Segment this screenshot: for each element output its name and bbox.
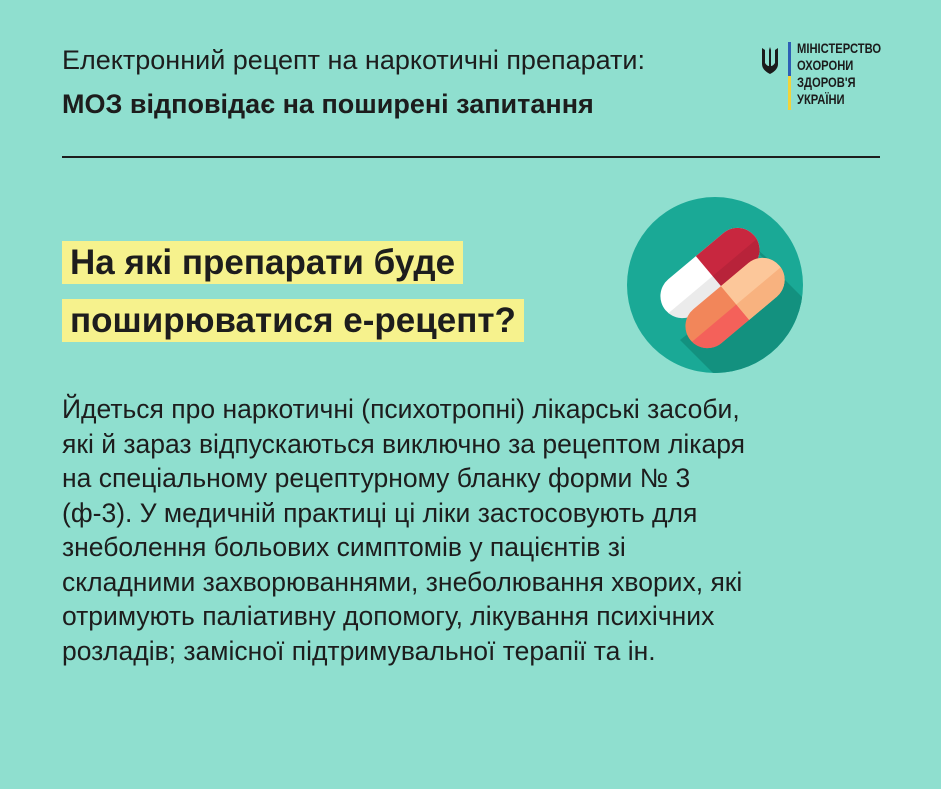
logo-text: МІНІСТЕРСТВО <box>797 40 882 56</box>
question-heading: На які препарати буде поширюватися е-рец… <box>62 234 524 350</box>
question-line: поширюватися е-рецепт? <box>62 299 524 342</box>
body-line: на спеціальному рецептурному бланку форм… <box>62 463 691 493</box>
divider <box>62 156 880 158</box>
logo-text: ОХОРОНИ <box>797 57 854 73</box>
body-line: отримують паліативну допомогу, лікування… <box>62 601 715 631</box>
ministry-logo: МІНІСТЕРСТВО ОХОРОНИ ЗДОРОВ'Я УКРАЇНИ <box>760 40 902 110</box>
body-line: складними захворюваннями, знеболювання х… <box>62 566 743 597</box>
header: Електронний рецепт на наркотичні препара… <box>62 38 645 126</box>
header-subtitle: МОЗ відповідає на поширені запитання <box>62 89 594 119</box>
body-text: Йдеться про наркотичні (психотропні) лік… <box>62 392 922 668</box>
body-line: Йдеться про наркотичні (психотропні) лік… <box>62 394 740 424</box>
header-title: Електронний рецепт на наркотичні препара… <box>62 45 645 75</box>
flag-bar <box>788 42 791 110</box>
body-line: знеболення больових симптомів у пацієнті… <box>62 532 626 562</box>
body-line: розладів; замісної підтримувальної терап… <box>62 635 656 666</box>
trident-icon <box>762 47 778 74</box>
pills-icon <box>627 197 803 373</box>
question-line: На які препарати буде <box>62 241 464 284</box>
logo-text: УКРАЇНИ <box>797 91 845 107</box>
logo-text: ЗДОРОВ'Я <box>797 74 856 90</box>
body-line: (ф-3). У медичній практиці ці ліки засто… <box>62 497 698 528</box>
body-line: які й зараз відпускаються виключно за ре… <box>62 428 746 459</box>
